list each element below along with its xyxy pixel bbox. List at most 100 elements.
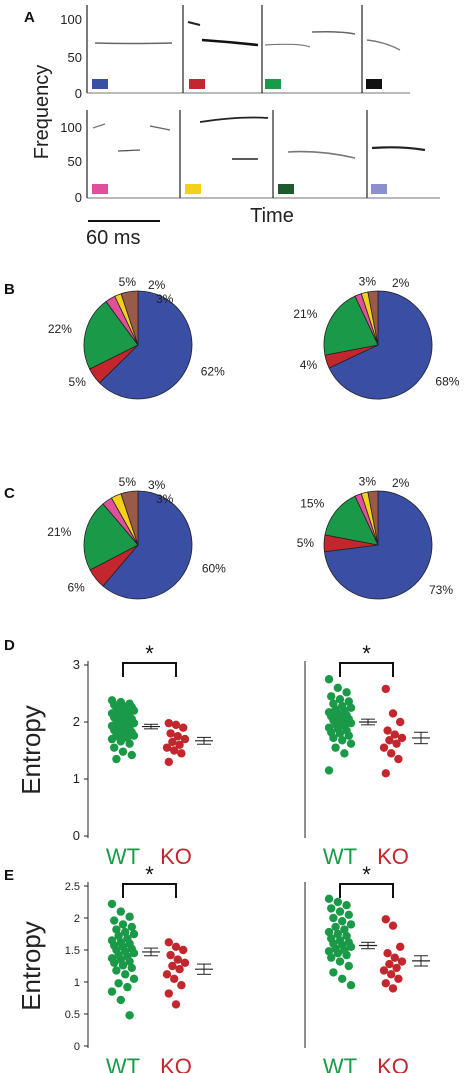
scatter-d-1-wt-point-34 <box>107 734 117 744</box>
syllable-trace-6a <box>199 116 269 123</box>
syllable-trace-2a <box>187 21 201 26</box>
pie-c-1-slice-3 <box>83 503 139 571</box>
scatter-d-2-significance-star: * <box>362 641 371 666</box>
scatter-e-2-ko-point-7 <box>385 959 394 969</box>
syllable-trace-3b <box>311 30 356 35</box>
pie-b-1-label-1: 62% <box>201 364 225 378</box>
scatter-e-2-ko-point-13 <box>388 984 398 993</box>
panel-a-ytick-0-r1: 0 <box>75 86 82 101</box>
scatter-d-2-wt-point-29 <box>329 733 338 743</box>
scatter-d-1-significance-star: * <box>145 641 154 666</box>
scatter-d-2-wt-point-31 <box>346 739 356 748</box>
syllable-trace-2b <box>201 38 259 47</box>
scatter-e-2-wt-point-11 <box>340 925 349 934</box>
pie-b-2-slice-1 <box>328 290 433 400</box>
scatter-e-2-ko-point-9 <box>379 966 389 975</box>
scatter-e-1-ko-point-5 <box>173 955 182 964</box>
scatter-e-1-wt-point-33 <box>123 982 132 992</box>
scatter-e-2-ko-point-4 <box>383 949 392 958</box>
syllable-trace-5b <box>117 149 141 152</box>
scatter-d-2-wt-point-32 <box>331 743 340 752</box>
scatter-e-1-wt-point-7 <box>112 925 121 934</box>
scatter-e-1-ko-point-10 <box>170 974 179 983</box>
syllable-swatch-5 <box>92 184 108 194</box>
scatter-d-2-significance-bracket <box>339 662 394 677</box>
pie-c-1-label-6: 5% <box>119 475 137 489</box>
scatter-d-2-wt-point-3 <box>342 688 351 697</box>
scatter-d-1-ko-point-2 <box>171 720 181 730</box>
scatter-e-1-ko-point-1 <box>164 938 173 947</box>
scatter-d-2-ko-point-7 <box>385 736 394 745</box>
scatter-e-2-wt-point-4 <box>327 904 336 913</box>
scatter-e-1-ko-point-4 <box>166 950 175 960</box>
panel-a-ytick-100-r1: 100 <box>60 12 82 27</box>
pie-c-2-slice-6 <box>367 490 379 546</box>
scatter-d-2-ko-point-6 <box>397 733 407 743</box>
scatter-d-1-ytick-label-3: 3 <box>73 657 80 672</box>
scatter-e-1-ytick-label-5: 2.5 <box>65 881 80 893</box>
pie-b-2-label-1: 68% <box>435 374 459 388</box>
scatter-e-2-ko-point-3 <box>396 942 405 951</box>
panel-label-e: E <box>4 867 14 884</box>
panel-a-ytick-50-r1: 50 <box>68 50 82 65</box>
scatter-d-1-ko-point-4 <box>166 729 175 738</box>
scatter-d-1-significance-bracket <box>122 662 177 677</box>
syllable-swatch-6 <box>185 184 201 194</box>
scatter-d-1-ytick-label-0: 0 <box>73 828 80 843</box>
scatter-d-1-ytick-label-2: 2 <box>73 714 80 729</box>
syllable-trace-5a <box>92 123 106 129</box>
scatter-d-1-ko-point-9 <box>162 743 172 752</box>
scatter-e-2-ko-point-5 <box>390 953 399 962</box>
scatter-d-1-wt-point-9 <box>129 706 139 715</box>
scatter-e-1-ko-point-2 <box>171 942 181 951</box>
pie-b-1-label-4: 3% <box>156 292 174 306</box>
scatter-e-1-ko-point-6 <box>180 958 190 967</box>
pie-c-1-label-5: 3% <box>148 478 166 492</box>
scatter-e-1-wt-point-2 <box>116 907 126 916</box>
scatter-e-1-label-wt: WT <box>106 1054 140 1073</box>
scatter-e-1-ytick-label-2: 1 <box>74 977 80 989</box>
scatter-d-2-wt-point-4 <box>327 692 336 701</box>
syllable-swatch-4 <box>366 79 382 89</box>
scatter-d-1-ytick-label-1: 1 <box>73 771 80 786</box>
scatter-d-2-ko-point-3 <box>396 717 405 727</box>
scatter-e-2-ko-point-2 <box>388 921 398 930</box>
pie-b-2-label-2: 4% <box>300 358 318 372</box>
scatter-e-1-ko-point-12 <box>164 989 173 998</box>
scatter-e-2-wt-point-14 <box>342 931 351 941</box>
scatter-e-2-wt-point-1 <box>324 894 334 903</box>
scatter-e-1-wt-point-28 <box>127 963 136 973</box>
scatter-e-2-wt-point-23 <box>324 947 334 956</box>
scatter-e-1-label-ko: KO <box>160 1054 192 1073</box>
scatter-e-1-significance-bracket <box>122 883 177 898</box>
syllable-swatch-1 <box>92 79 108 89</box>
scatter-d-1-ko-point-8 <box>175 740 184 749</box>
scatter-d-2-ko-point-12 <box>381 769 390 778</box>
syllable-swatch-8 <box>371 184 387 194</box>
syllable-swatch-3 <box>265 79 281 89</box>
scatter-d-2-wt-point-9 <box>346 703 356 712</box>
scatter-d-2-label-ko: KO <box>377 844 409 869</box>
scatter-d-1-ko-point-1 <box>164 718 173 728</box>
pie-b-1-slice-3 <box>83 300 139 370</box>
pie-c-2-slice-3 <box>324 495 379 546</box>
scale-bar-label: 60 ms <box>86 227 140 249</box>
pie-b-2-slice-6 <box>367 290 379 346</box>
pie-c-1-label-4: 3% <box>156 492 174 506</box>
scatter-e-2-wt-point-25 <box>342 950 351 960</box>
syllable-swatch-2 <box>189 79 205 89</box>
scatter-e-2-wt-point-20 <box>346 942 356 951</box>
scatter-e-2-wt-point-28 <box>344 961 353 971</box>
scatter-e-1-ytick-label-0: 0 <box>74 1041 80 1053</box>
scatter-e-1-ytick-label-1: 0.5 <box>65 1009 80 1021</box>
scatter-d-1-ko-point-10 <box>170 746 179 755</box>
scatter-d-2-wt-point-33 <box>340 749 349 758</box>
scatter-d-1-ko-point-5 <box>173 732 182 741</box>
scatter-d-2-wt-point-5 <box>335 695 345 704</box>
scatter-d-1-ko-point-11 <box>177 749 186 758</box>
scatter-e-1-wt-point-5 <box>118 920 128 929</box>
panel-a-ytick-50-r2: 50 <box>68 154 82 169</box>
scatter-d-2-ko-point-1 <box>381 684 390 694</box>
panel-a-ytick-0-r2: 0 <box>75 190 82 205</box>
